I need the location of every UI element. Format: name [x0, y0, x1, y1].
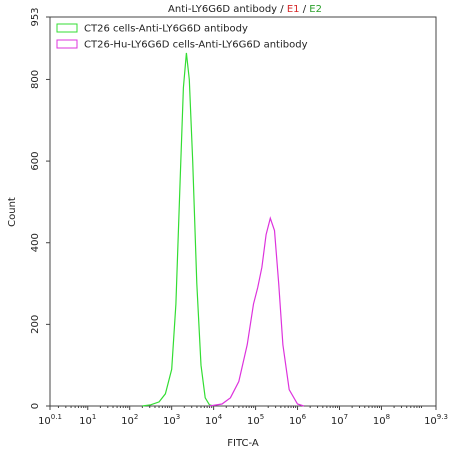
tick-base: 10: [205, 416, 218, 427]
tick-exponent: 2: [134, 413, 138, 421]
x-tick-label: 109.3: [424, 413, 448, 427]
legend-swatch: [56, 39, 78, 49]
tick-exponent: 9.3: [437, 413, 448, 421]
x-tick-label: 103: [163, 413, 180, 427]
histogram-line: [209, 216, 304, 407]
x-tick-label: 101: [79, 413, 96, 427]
y-tick-label: 400: [30, 233, 41, 252]
y-tick-label: 953: [30, 7, 41, 26]
tick-exponent: 6: [302, 413, 307, 421]
x-tick-label: 108: [373, 413, 390, 427]
title-sep: /: [303, 4, 307, 15]
tick-exponent: 1: [92, 413, 96, 421]
tick-base: 10: [79, 416, 92, 427]
x-tick-label: 100.1: [38, 413, 62, 427]
tick-base: 10: [121, 416, 134, 427]
y-tick-label: 600: [30, 152, 41, 171]
x-tick-label: 102: [121, 413, 138, 427]
tick-base: 10: [331, 416, 344, 427]
tick-exponent: 5: [260, 413, 264, 421]
tick-exponent: 4: [218, 413, 223, 421]
title-e2: E2: [309, 4, 322, 15]
tick-exponent: 3: [176, 413, 180, 421]
y-tick-label: 800: [30, 70, 41, 89]
title-sep: /: [280, 4, 284, 15]
tick-exponent: 0.1: [51, 413, 62, 421]
tick-exponent: 7: [344, 413, 348, 421]
tick-base: 10: [424, 416, 437, 427]
tick-base: 10: [247, 416, 260, 427]
histogram-line: [142, 52, 214, 407]
x-tick-label: 104: [205, 413, 223, 427]
title-e1: E1: [287, 4, 300, 15]
tick-base: 10: [163, 416, 176, 427]
x-tick-label: 107: [331, 413, 348, 427]
legend-label: CT26-Hu-LY6G6D cells-Anti-LY6G6D antibod…: [84, 40, 308, 51]
tick-exponent: 8: [386, 413, 390, 421]
legend-swatch: [56, 23, 78, 33]
tick-base: 10: [373, 416, 386, 427]
y-tick-label: 200: [30, 315, 41, 334]
legend-label: CT26 cells-Anti-LY6G6D antibody: [84, 24, 248, 35]
tick-base: 10: [38, 416, 51, 427]
chart-title: Anti-LY6G6D antibody / E1 / E2: [168, 4, 322, 15]
y-tick-label: 0: [30, 403, 41, 409]
x-axis-label: FITC-A: [227, 438, 259, 449]
x-tick-label: 105: [247, 413, 264, 427]
x-tick-label: 106: [289, 413, 307, 427]
plot-frame: [49, 16, 437, 407]
y-axis-label: Count: [7, 197, 18, 227]
tick-base: 10: [289, 416, 302, 427]
title-main: Anti-LY6G6D antibody: [168, 4, 277, 15]
